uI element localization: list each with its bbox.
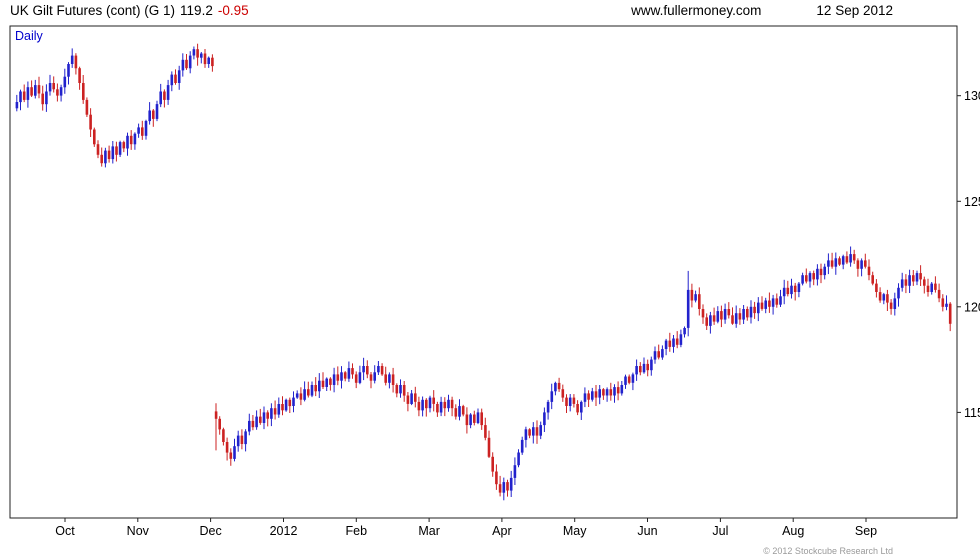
y-axis-label: 120 <box>964 300 980 314</box>
x-axis: Oct Nov Dec 2012 Feb Mar Apr May Jun Jul Aug Sep <box>55 518 877 538</box>
timeframe-label: Daily <box>15 29 43 43</box>
x-axis-label: Aug <box>782 524 804 538</box>
x-axis-label: Dec <box>199 524 221 538</box>
price-change: -0.95 <box>217 3 249 18</box>
header-right: www.fullermoney.com 12 Sep 2012 <box>631 3 893 18</box>
y-axis-label: 125 <box>964 195 980 209</box>
copyright-text: © 2012 Stockcube Research Ltd <box>763 546 893 556</box>
chart-header: UK Gilt Futures (cont) (G 1) 119.2 -0.95… <box>10 3 970 23</box>
plot-border <box>9 25 958 519</box>
chart-title: UK Gilt Futures (cont) (G 1) 119.2 -0.95 <box>10 3 249 18</box>
x-axis-label: Oct <box>55 524 75 538</box>
x-axis-label: 2012 <box>270 524 298 538</box>
x-axis-label: Jul <box>712 524 728 538</box>
instrument-name: UK Gilt Futures (cont) (G 1) <box>10 3 176 18</box>
y-axis-label: 130 <box>964 89 980 103</box>
x-axis-label: Apr <box>492 524 511 538</box>
x-axis-label: Feb <box>346 524 368 538</box>
x-axis-label: Jun <box>637 524 657 538</box>
y-axis: 115 120 125 130 <box>957 89 980 420</box>
x-axis-label: May <box>563 524 587 538</box>
candlestick-series <box>15 43 952 501</box>
x-axis-label: Sep <box>855 524 877 538</box>
last-price: 119.2 <box>180 3 213 18</box>
website-watermark: www.fullermoney.com <box>631 3 762 18</box>
date-label: 12 Sep 2012 <box>816 3 893 18</box>
x-axis-label: Mar <box>418 524 440 538</box>
x-axis-label: Nov <box>127 524 150 538</box>
y-axis-label: 115 <box>964 406 980 420</box>
